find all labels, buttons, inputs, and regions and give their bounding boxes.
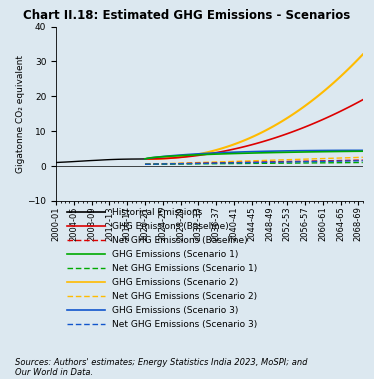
Text: GHG Emissions (Scenario 1): GHG Emissions (Scenario 1) (112, 250, 239, 259)
Text: GHG Emissions (Scenario 3): GHG Emissions (Scenario 3) (112, 306, 239, 315)
Text: Net GHG Emissions (Scenario 3): Net GHG Emissions (Scenario 3) (112, 320, 257, 329)
Y-axis label: Gigatonne CO₂ equivalent: Gigatonne CO₂ equivalent (16, 55, 25, 173)
Text: Chart II.18: Estimated GHG Emissions - Scenarios: Chart II.18: Estimated GHG Emissions - S… (23, 9, 351, 22)
Text: GHG Emissions (Baseline): GHG Emissions (Baseline) (112, 222, 229, 231)
Text: Net GHG Emissions (Scenario 1): Net GHG Emissions (Scenario 1) (112, 264, 257, 273)
Text: Historical Emissions: Historical Emissions (112, 208, 202, 217)
Text: Sources: Authors' estimates; Energy Statistics India 2023, MoSPI; and
Our World : Sources: Authors' estimates; Energy Stat… (15, 358, 307, 377)
Text: Net GHG Emissions (Baseline): Net GHG Emissions (Baseline) (112, 236, 248, 245)
Text: GHG Emissions (Scenario 2): GHG Emissions (Scenario 2) (112, 278, 239, 287)
Text: Net GHG Emissions (Scenario 2): Net GHG Emissions (Scenario 2) (112, 292, 257, 301)
